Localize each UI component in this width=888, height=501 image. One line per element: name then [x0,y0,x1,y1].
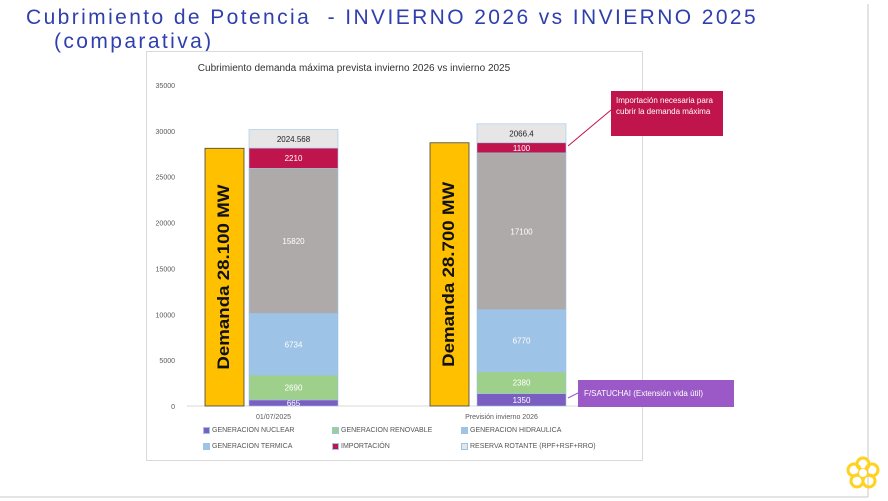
bar-segment [248,129,339,149]
legend-item: GENERACION NUCLEAR [203,427,294,434]
legend-label: RESERVA ROTANTE (RPF+RSF+RRO) [470,443,596,450]
x-tick-label: Previsión invierno 2026 [465,414,538,421]
data-label: 665 [287,399,301,408]
legend-label: GENERACION NUCLEAR [212,427,295,434]
slide-title: Cubrimiento de Potencia - INVIERNO 2026 … [26,6,866,54]
bar-segment [248,374,339,401]
y-tick-label: 0 [171,404,175,411]
chart-frame: Cubrimiento demanda máxima prevista invi… [146,51,643,461]
callout-satuchai: F/SATUCHAI (Extensión vida útil) [578,380,734,407]
y-tick-label: 30000 [156,129,176,136]
legend-item: GENERACION HIDRAULICA [461,427,561,434]
company-logo-icon [846,456,880,489]
legend-label: GENERACION RENOVABLE [341,427,433,434]
legend-swatch [461,443,468,450]
legend-item: IMPORTACIÓN [332,443,390,450]
demand-bar-label: Demanda 28.100 MW [214,184,233,370]
data-label: 6770 [513,337,531,346]
data-label: 17100 [510,227,533,236]
legend-item: GENERACION RENOVABLE [332,427,432,434]
bar-segment [476,152,567,310]
demand-bar-label: Demanda 28.700 MW [439,181,458,367]
data-label: 1100 [513,144,531,153]
slide-title-line1: Cubrimiento de Potencia - INVIERNO 2026 … [26,6,759,29]
data-label: 15820 [282,237,305,246]
bar-segment [476,309,567,373]
data-label: 2380 [513,379,531,388]
data-label: 2210 [285,154,303,163]
y-tick-label: 15000 [156,266,176,273]
bar-segment [248,313,339,376]
demand-bar [429,142,470,407]
legend-swatch [332,427,339,434]
legend-item: RESERVA ROTANTE (RPF+RSF+RRO) [461,443,596,450]
legend-swatch [461,427,468,434]
y-tick-label: 5000 [159,358,175,365]
data-label: 2024.568 [277,135,311,144]
y-tick-label: 35000 [156,83,176,90]
legend-item: GENERACION TERMICA [203,443,292,450]
data-label: 2690 [285,384,303,393]
data-label: 6734 [285,340,303,349]
y-tick-label: 20000 [156,221,176,228]
legend-swatch [203,427,210,434]
legend-label: IMPORTACIÓN [341,443,390,450]
bar-segment [248,168,339,314]
y-tick-label: 10000 [156,312,176,319]
legend-swatch [332,443,339,450]
chart-title: Cubrimiento demanda máxima prevista invi… [198,63,511,74]
demand-bar [204,147,245,407]
x-tick-label: 01/07/2025 [256,414,291,421]
slide-title-line2: (comparativa) [54,30,214,53]
data-label: 2066.4 [509,129,534,138]
bar-segment [476,123,567,144]
legend-label: GENERACION HIDRAULICA [470,427,562,434]
legend-swatch [203,443,210,450]
stacked-bar-chart: Cubrimiento demanda máxima prevista invi… [156,63,635,421]
y-tick-label: 25000 [156,175,176,182]
callout-importacion: Importación necesaria para cubrir la dem… [611,91,723,136]
data-label: 1350 [513,396,531,405]
legend-label: GENERACION TERMICA [212,443,293,450]
